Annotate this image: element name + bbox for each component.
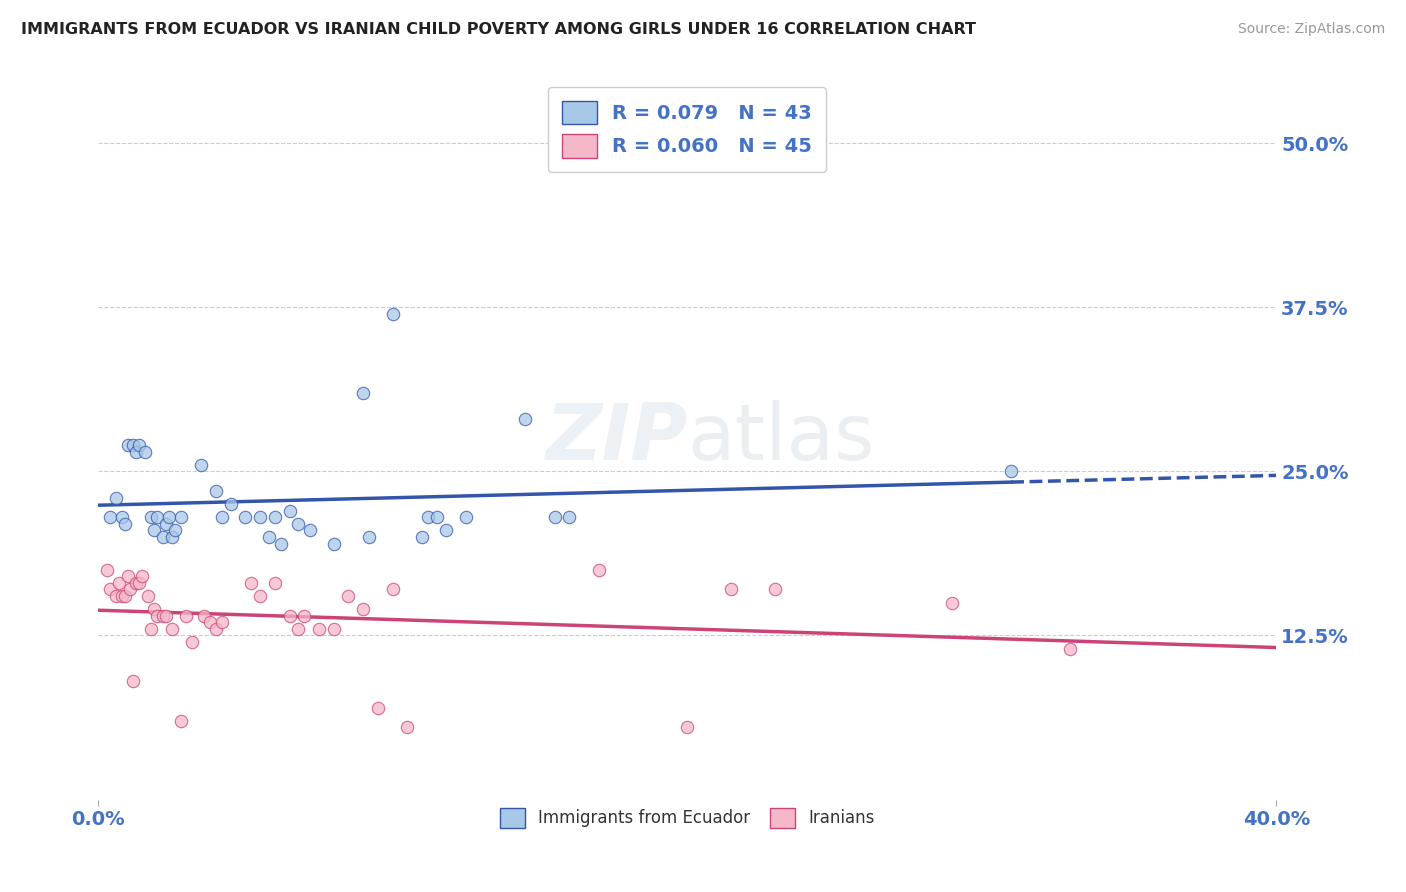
Point [411, 530, 433, 544]
Point [160, 530, 183, 544]
Point [122, 438, 145, 452]
Point [139, 622, 162, 636]
Point [416, 510, 439, 524]
Point [169, 714, 191, 728]
Text: ZIP: ZIP [546, 401, 688, 476]
Point [381, 582, 404, 597]
Point [263, 510, 285, 524]
Point [136, 589, 159, 603]
Point [337, 589, 360, 603]
Point [120, 582, 142, 597]
Point [125, 444, 148, 458]
Point [193, 608, 215, 623]
Text: atlas: atlas [688, 401, 875, 476]
Point [163, 524, 186, 538]
Point [176, 608, 198, 623]
Point [249, 589, 271, 603]
Point [558, 510, 581, 524]
Point [543, 510, 565, 524]
Point [114, 589, 136, 603]
Point [249, 510, 271, 524]
Point [146, 510, 169, 524]
Point [125, 575, 148, 590]
Point [456, 510, 478, 524]
Point [257, 530, 280, 544]
Point [292, 608, 315, 623]
Point [287, 516, 309, 531]
Point [676, 720, 699, 734]
Point [181, 635, 204, 649]
Point [308, 622, 330, 636]
Point [160, 622, 183, 636]
Point [513, 411, 536, 425]
Point [98, 510, 121, 524]
Point [1000, 464, 1022, 478]
Point [211, 510, 233, 524]
Point [287, 622, 309, 636]
Point [588, 563, 610, 577]
Point [205, 483, 228, 498]
Point [117, 438, 139, 452]
Text: Source: ZipAtlas.com: Source: ZipAtlas.com [1237, 22, 1385, 37]
Point [190, 458, 212, 472]
Point [434, 524, 457, 538]
Point [322, 622, 344, 636]
Point [322, 536, 344, 550]
Point [104, 491, 127, 505]
Point [169, 510, 191, 524]
Point [357, 530, 380, 544]
Point [233, 510, 256, 524]
Point [128, 575, 150, 590]
Point [98, 582, 121, 597]
Point [278, 504, 301, 518]
Point [426, 510, 449, 524]
Point [219, 497, 242, 511]
Point [110, 510, 132, 524]
Point [146, 608, 169, 623]
Point [139, 510, 162, 524]
Point [152, 608, 174, 623]
Point [114, 516, 136, 531]
Point [96, 563, 118, 577]
Point [104, 589, 127, 603]
Point [1059, 641, 1081, 656]
Point [107, 575, 129, 590]
Point [720, 582, 742, 597]
Point [211, 615, 233, 630]
Point [299, 524, 322, 538]
Point [396, 720, 419, 734]
Legend: Immigrants from Ecuador, Iranians: Immigrants from Ecuador, Iranians [494, 801, 882, 835]
Point [122, 674, 145, 689]
Point [240, 575, 263, 590]
Point [155, 516, 177, 531]
Point [367, 700, 389, 714]
Point [205, 622, 228, 636]
Point [134, 444, 156, 458]
Point [941, 596, 963, 610]
Point [765, 582, 787, 597]
Point [131, 569, 153, 583]
Point [270, 536, 292, 550]
Point [157, 510, 180, 524]
Point [128, 438, 150, 452]
Point [381, 307, 404, 321]
Point [198, 615, 221, 630]
Point [155, 608, 177, 623]
Point [352, 602, 374, 616]
Point [352, 385, 374, 400]
Point [152, 530, 174, 544]
Text: IMMIGRANTS FROM ECUADOR VS IRANIAN CHILD POVERTY AMONG GIRLS UNDER 16 CORRELATIO: IMMIGRANTS FROM ECUADOR VS IRANIAN CHILD… [21, 22, 976, 37]
Point [143, 602, 166, 616]
Point [110, 589, 132, 603]
Point [117, 569, 139, 583]
Point [143, 524, 166, 538]
Point [278, 608, 301, 623]
Point [263, 575, 285, 590]
